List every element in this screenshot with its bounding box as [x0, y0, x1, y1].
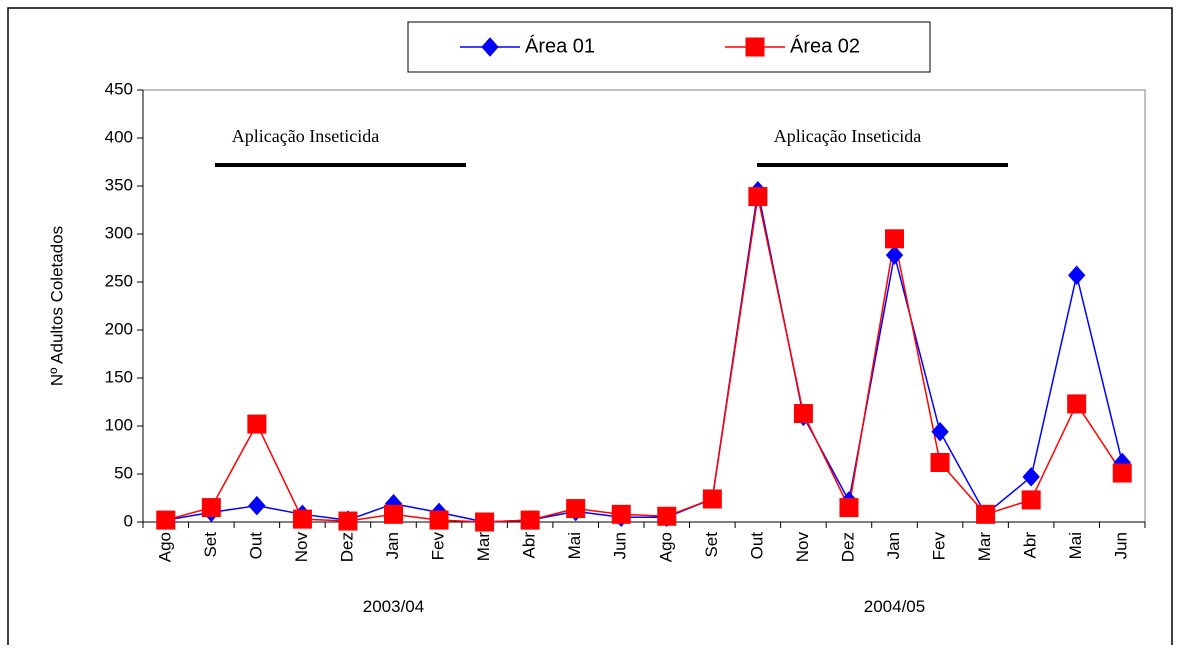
- data-point: [1021, 490, 1041, 510]
- x-tick-label: Abr: [1021, 532, 1040, 559]
- y-tick-label: 300: [105, 223, 133, 242]
- data-point: [748, 187, 768, 207]
- x-tick-label: Set: [201, 532, 220, 558]
- x-tick-label: Dez: [337, 532, 356, 562]
- data-point: [1067, 394, 1087, 414]
- data-point: [1112, 463, 1132, 483]
- data-point: [520, 510, 540, 530]
- x-tick-label: Nov: [793, 532, 812, 563]
- data-point: [1022, 467, 1040, 487]
- x-tick-label: Out: [246, 532, 265, 560]
- x-tick-label: Mai: [565, 532, 584, 559]
- data-point: [657, 506, 677, 526]
- data-point: [248, 495, 266, 516]
- data-point: [156, 510, 176, 530]
- data-point: [201, 498, 221, 518]
- y-tick-label: 150: [105, 367, 133, 386]
- x-tick-label: Fev: [429, 532, 448, 561]
- y-tick-label: 0: [124, 511, 133, 530]
- x-tick-label: Jan: [884, 532, 903, 559]
- series-line: [165, 196, 1123, 523]
- y-axis-label: Nº Adultos Coletados: [47, 226, 66, 386]
- x-tick-label: Jan: [383, 532, 402, 559]
- group-label: 2003/04: [363, 597, 424, 616]
- x-tick-label: Mai: [1066, 532, 1085, 559]
- plot-area: [142, 89, 1146, 523]
- y-tick-label: 100: [105, 415, 133, 434]
- data-point: [475, 512, 495, 532]
- group-label: 2004/05: [864, 597, 925, 616]
- legend-marker: [481, 37, 499, 57]
- x-tick-label: Set: [702, 532, 721, 558]
- data-point: [885, 229, 904, 249]
- x-tick-label: Mar: [975, 532, 994, 562]
- legend-marker: [745, 37, 765, 57]
- x-tick-label: Jun: [1112, 532, 1131, 559]
- x-tick-label: Ago: [656, 532, 675, 562]
- annotation: Aplicação Inseticida: [232, 126, 379, 146]
- data-point: [429, 510, 449, 530]
- data-point: [1068, 265, 1086, 286]
- x-tick-label: Fev: [930, 532, 949, 561]
- x-tick-label: Abr: [520, 532, 539, 559]
- annotation: Aplicação Inseticida: [774, 126, 921, 146]
- data-point: [338, 511, 358, 531]
- data-point: [976, 504, 996, 524]
- data-point: [384, 504, 403, 524]
- data-point: [611, 504, 631, 524]
- data-point: [702, 489, 722, 509]
- x-tick-label: Ago: [155, 532, 174, 562]
- y-tick-label: 250: [105, 271, 133, 290]
- y-tick-label: 50: [114, 463, 133, 482]
- data-point: [247, 414, 267, 434]
- series-line: [165, 190, 1123, 523]
- x-tick-label: Dez: [838, 532, 857, 562]
- legend-label: Área 01: [525, 34, 595, 57]
- y-tick-label: 200: [105, 319, 133, 338]
- x-tick-label: Mar: [474, 532, 493, 562]
- data-point: [839, 498, 859, 518]
- data-point: [931, 422, 949, 442]
- x-tick-label: Nov: [292, 532, 311, 563]
- data-point: [793, 404, 813, 424]
- y-tick-label: 400: [105, 127, 133, 146]
- y-tick-label: 350: [105, 175, 133, 194]
- data-point: [930, 452, 950, 472]
- data-point: [885, 245, 904, 265]
- x-tick-label: Jun: [611, 532, 630, 559]
- x-tick-label: Out: [747, 532, 766, 560]
- legend-label: Área 02: [790, 34, 860, 57]
- data-point: [566, 499, 586, 519]
- y-tick-label: 450: [105, 79, 133, 98]
- data-point: [292, 509, 312, 529]
- frame: [7, 7, 1173, 645]
